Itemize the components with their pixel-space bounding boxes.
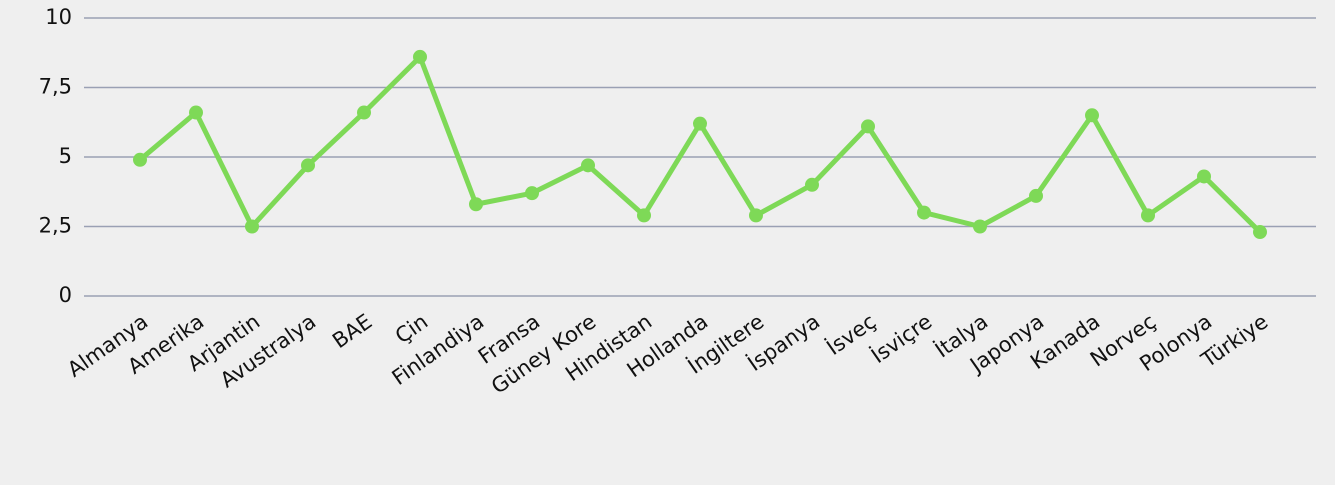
y-tick-label: 10 [45,5,72,29]
point [1197,169,1211,184]
point [805,177,819,192]
point [637,208,651,223]
y-tick-label: 2,5 [39,214,72,238]
point [301,158,315,173]
point [357,105,371,120]
point [413,49,427,64]
point [973,219,987,234]
point [1029,188,1043,203]
point [693,116,707,131]
y-tick-label: 0 [59,283,72,307]
point [861,119,875,134]
point [525,186,539,201]
y-tick-label: 7,5 [39,75,72,99]
point [245,219,259,234]
point [133,152,147,167]
point [1253,225,1267,240]
point [581,158,595,173]
point [469,197,483,212]
x-tick-label: İsviçre [866,309,936,369]
line [138,54,1262,234]
point [189,105,203,120]
y-tick-label: 5 [59,144,72,168]
point [1141,208,1155,223]
point [917,205,931,220]
point [1085,108,1099,123]
point [749,208,763,223]
x-tick-label: BAE [328,309,376,353]
